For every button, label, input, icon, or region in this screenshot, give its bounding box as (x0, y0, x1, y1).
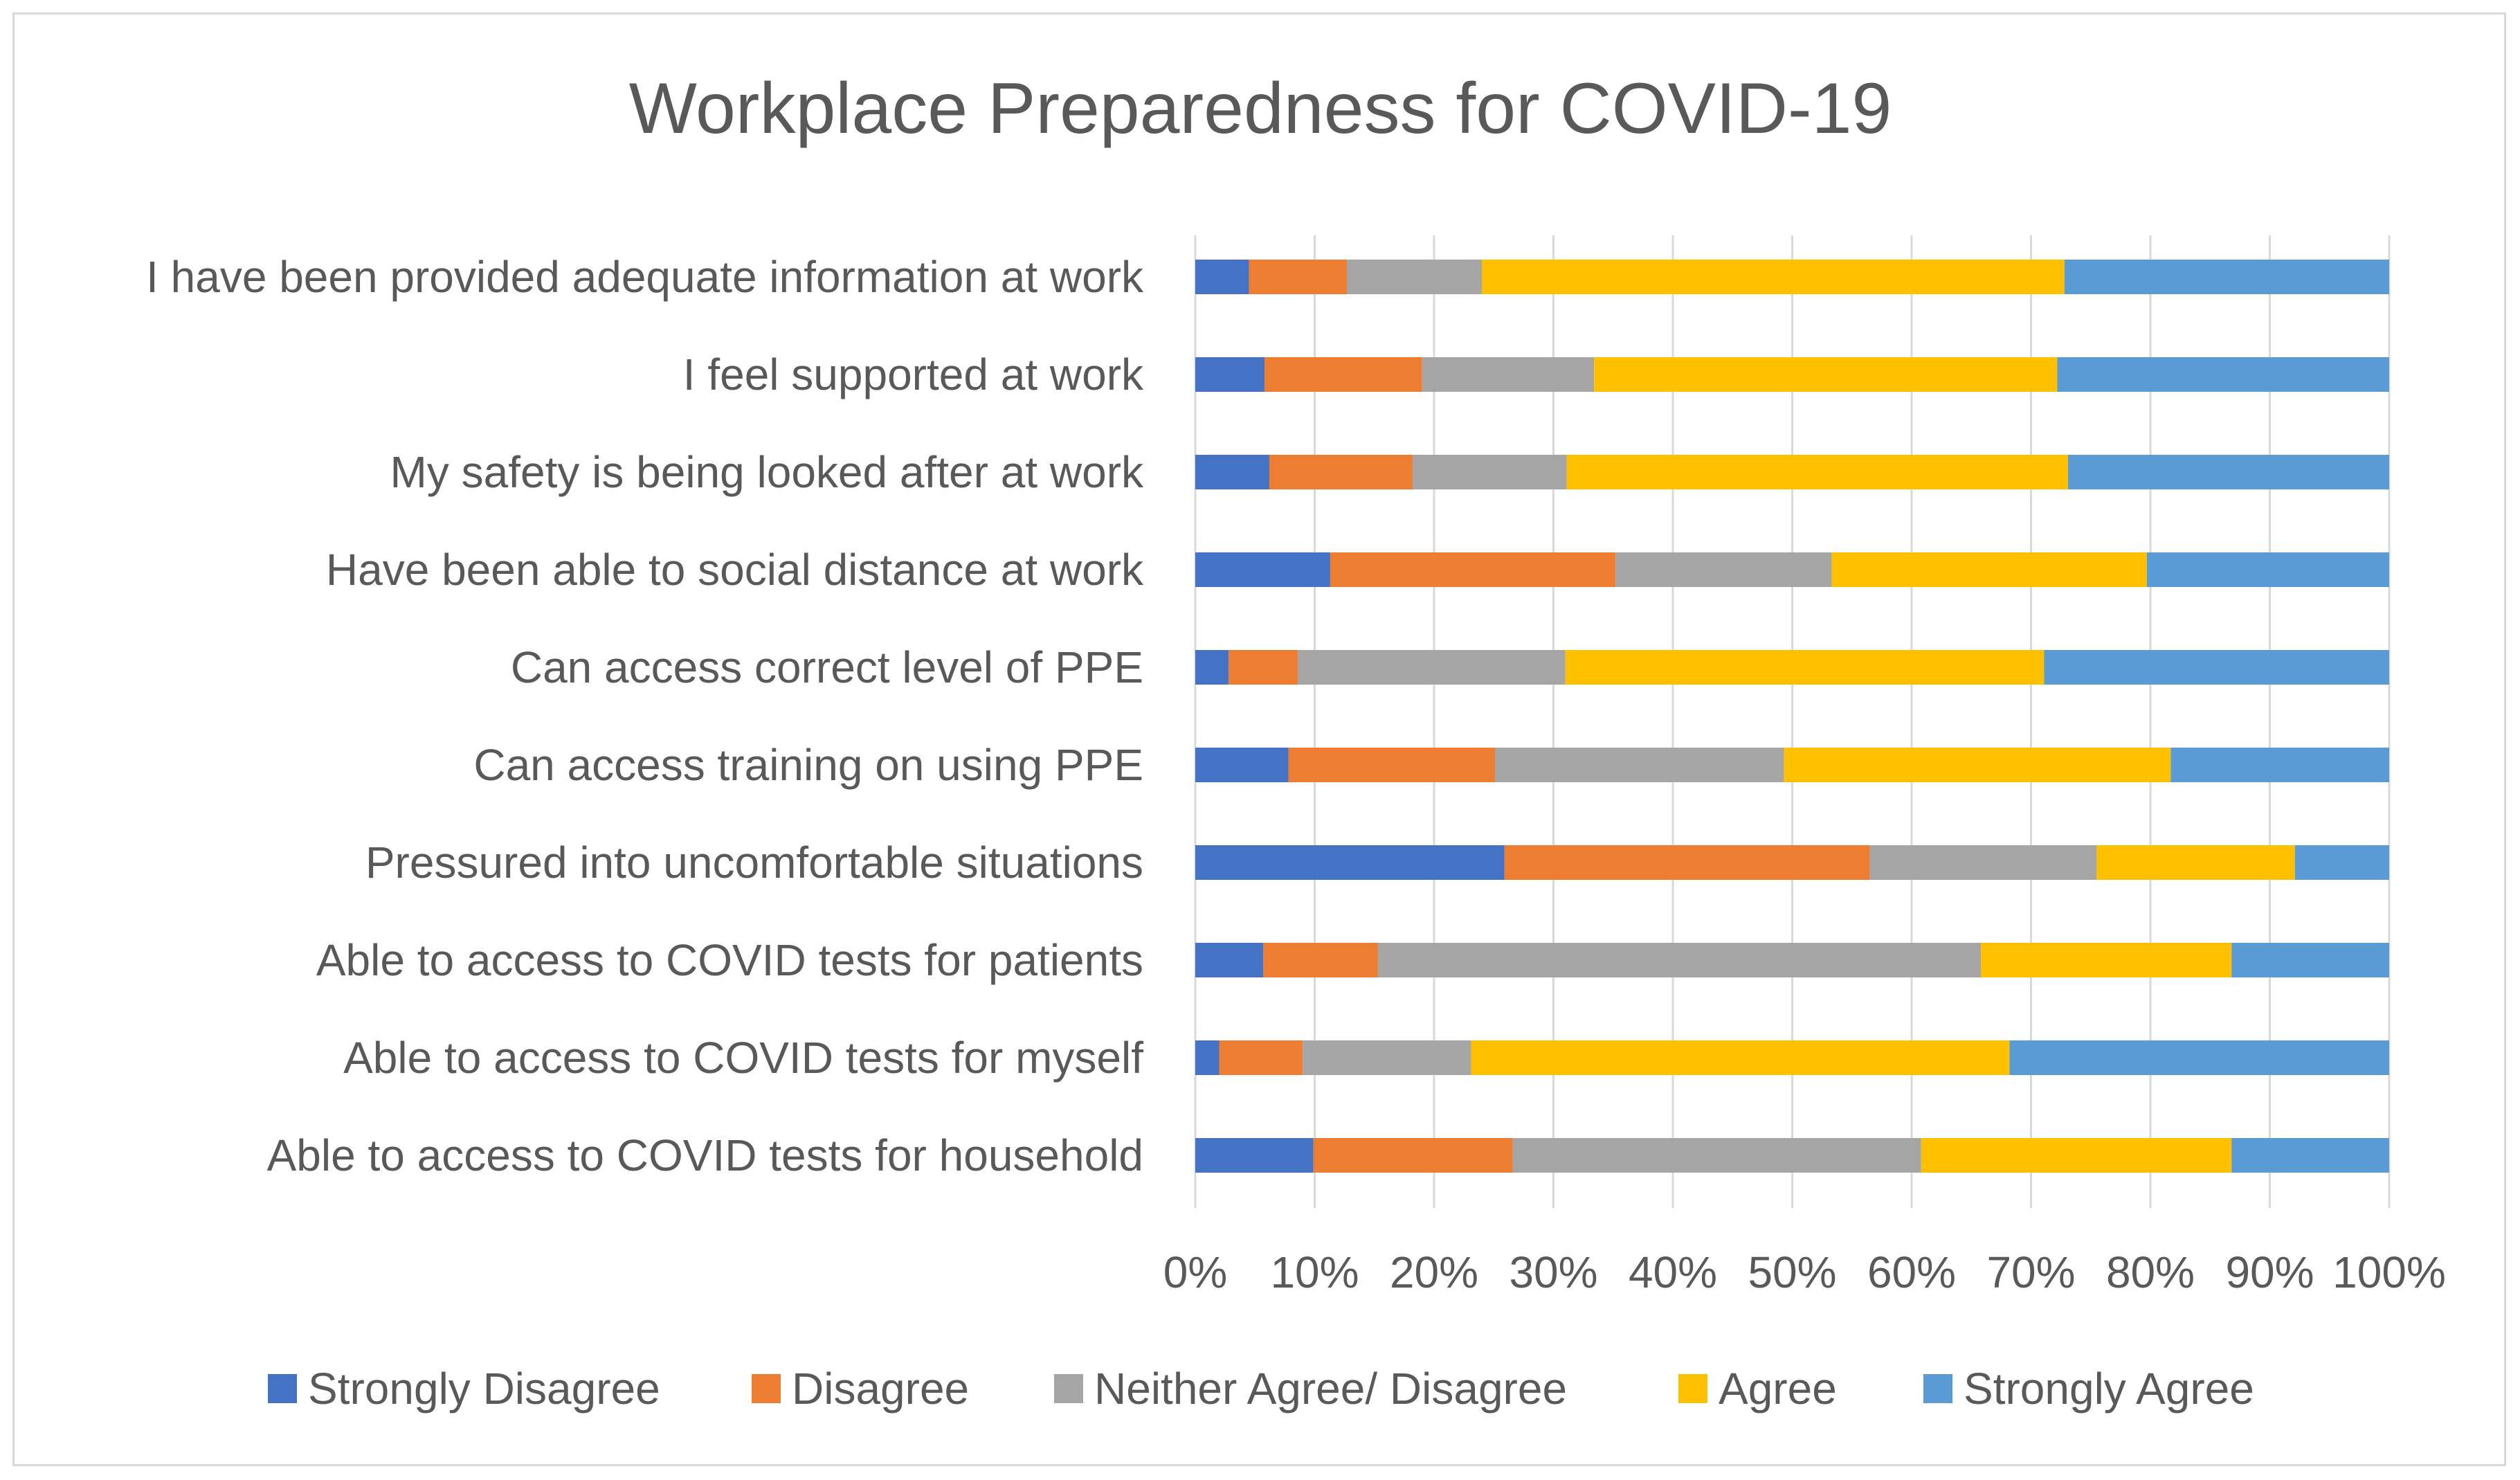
bar-segment-disagree-1 (1264, 357, 1422, 392)
bar-segment-agree-8 (1471, 1040, 2010, 1075)
category-label: I feel supported at work (683, 350, 1144, 399)
bar-segment-strongly-agree-5 (2170, 748, 2389, 782)
bar-segment-strongly-agree-7 (2231, 943, 2389, 977)
bar-segment-disagree-8 (1219, 1040, 1303, 1075)
bar-segment-strongly-disagree-5 (1195, 748, 1289, 782)
bar-segment-agree-0 (1482, 260, 2065, 294)
legend-label: Agree (1719, 1364, 1837, 1414)
bar-segment-agree-4 (1565, 650, 2045, 685)
bar-segment-disagree-7 (1263, 943, 1378, 977)
bar-segment-strongly-agree-0 (2064, 260, 2389, 294)
bar-segment-strongly-disagree-6 (1195, 845, 1505, 880)
bar-segment-neither-agree-disagree-4 (1298, 650, 1566, 685)
bar-segment-strongly-agree-4 (2044, 650, 2389, 685)
bar-segment-strongly-disagree-4 (1195, 650, 1229, 685)
category-label: My safety is being looked after at work (390, 447, 1145, 497)
legend-swatch (268, 1374, 297, 1403)
bar-segment-strongly-agree-6 (2294, 845, 2389, 880)
bar-segment-disagree-9 (1313, 1138, 1513, 1173)
bar-segment-strongly-disagree-8 (1195, 1040, 1220, 1075)
legend-swatch (752, 1374, 781, 1403)
bar-segment-agree-7 (1981, 943, 2232, 977)
x-tick-label: 30% (1509, 1247, 1597, 1297)
category-label: Able to access to COVID tests for patien… (316, 935, 1143, 985)
x-tick-label: 0% (1163, 1247, 1228, 1297)
bar-segment-agree-3 (1831, 552, 2147, 587)
bar-segment-neither-agree-disagree-0 (1347, 260, 1482, 294)
bar-segment-disagree-0 (1249, 260, 1348, 294)
bars (1195, 260, 2389, 1173)
bar-segment-strongly-disagree-3 (1195, 552, 1330, 587)
x-tick-label: 20% (1390, 1247, 1478, 1297)
x-tick-label: 40% (1629, 1247, 1717, 1297)
bar-segment-agree-1 (1594, 357, 2058, 392)
bar-segment-strongly-disagree-7 (1195, 943, 1264, 977)
bar-segment-disagree-3 (1330, 552, 1616, 587)
category-label: Can access training on using PPE (473, 740, 1143, 790)
bar-segment-neither-agree-disagree-6 (1869, 845, 2097, 880)
x-tick-label: 10% (1270, 1247, 1359, 1297)
bar-segment-neither-agree-disagree-9 (1512, 1138, 1921, 1173)
category-label: Able to access to COVID tests for myself (343, 1033, 1143, 1083)
bar-segment-strongly-disagree-9 (1195, 1138, 1314, 1173)
legend-label: Neither Agree/ Disagree (1094, 1364, 1567, 1414)
bar-segment-strongly-agree-8 (2009, 1040, 2389, 1075)
bar-segment-neither-agree-disagree-1 (1422, 357, 1595, 392)
legend: Strongly Disagree Disagree Neither Agree/ … (268, 1364, 2254, 1414)
bar-segment-agree-9 (1921, 1138, 2232, 1173)
bar-segment-neither-agree-disagree-3 (1615, 552, 1832, 587)
x-tick-label: 50% (1748, 1247, 1836, 1297)
bar-segment-agree-6 (2096, 845, 2295, 880)
bar-segment-strongly-agree-3 (2146, 552, 2389, 587)
bar-segment-disagree-4 (1229, 650, 1298, 685)
bar-segment-strongly-disagree-1 (1195, 357, 1265, 392)
category-labels: I have been provided adequate informatio… (146, 252, 1144, 1180)
category-label: Able to access to COVID tests for househ… (267, 1130, 1143, 1180)
category-label: I have been provided adequate informatio… (146, 252, 1144, 302)
bar-segment-disagree-6 (1504, 845, 1870, 880)
legend-swatch (1054, 1374, 1083, 1403)
chart-title: Workplace Preparedness for COVID-19 (629, 69, 1892, 149)
category-label: Have been able to social distance at wor… (326, 545, 1144, 595)
x-axis-tick-labels: 0% 10% 20% 30% 40% 50% 60% 70% 80% 90% 100% (1163, 1247, 2446, 1297)
bar-segment-disagree-5 (1288, 748, 1495, 782)
x-tick-label: 80% (2106, 1247, 2195, 1297)
bar-segment-neither-agree-disagree-2 (1412, 455, 1567, 489)
category-label: Can access correct level of PPE (511, 642, 1143, 692)
bar-segment-strongly-agree-2 (2067, 455, 2389, 489)
bar-segment-agree-2 (1566, 455, 2068, 489)
bar-segment-neither-agree-disagree-5 (1494, 748, 1784, 782)
legend-swatch (1678, 1374, 1707, 1403)
x-tick-label: 100% (2332, 1247, 2446, 1297)
category-label: Pressured into uncomfortable situations (365, 838, 1143, 887)
bar-segment-neither-agree-disagree-8 (1303, 1040, 1471, 1075)
x-tick-label: 60% (1867, 1247, 1956, 1297)
legend-label: Strongly Disagree (308, 1364, 660, 1414)
x-tick-label: 70% (1986, 1247, 2075, 1297)
bar-segment-strongly-disagree-2 (1195, 455, 1269, 489)
bar-segment-neither-agree-disagree-7 (1377, 943, 1982, 977)
bar-segment-strongly-agree-9 (2231, 1138, 2389, 1173)
bar-segment-strongly-agree-1 (2057, 357, 2389, 392)
legend-label: Strongly Agree (1964, 1364, 2254, 1414)
chart-area (12, 12, 2506, 1466)
bar-segment-disagree-2 (1269, 455, 1413, 489)
bar-segment-agree-5 (1784, 748, 2171, 782)
bar-segment-strongly-disagree-0 (1195, 260, 1249, 294)
legend-label: Disagree (792, 1364, 969, 1414)
x-tick-label: 90% (2225, 1247, 2314, 1297)
legend-swatch (1923, 1374, 1952, 1403)
